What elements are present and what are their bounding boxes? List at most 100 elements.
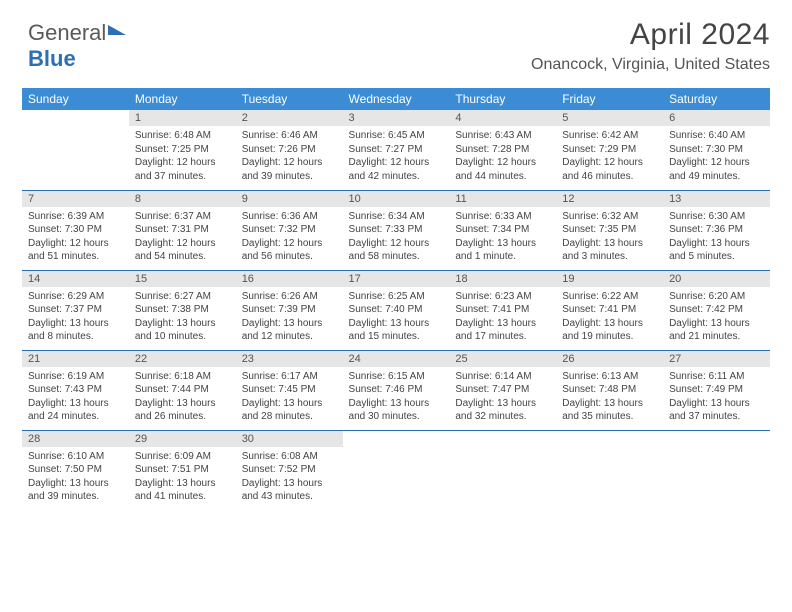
day-sunrise: Sunrise: 6:32 AM <box>562 210 657 224</box>
day-number: 8 <box>129 191 236 207</box>
day-day1: Daylight: 13 hours <box>455 237 550 251</box>
day-day2: and 37 minutes. <box>669 410 764 424</box>
day-number: 12 <box>556 191 663 207</box>
day-day1: Daylight: 12 hours <box>349 237 444 251</box>
day-day1: Daylight: 13 hours <box>135 477 230 491</box>
day-day2: and 49 minutes. <box>669 170 764 184</box>
day-sunrise: Sunrise: 6:34 AM <box>349 210 444 224</box>
weekday-header: Saturday <box>663 88 770 110</box>
calendar-week-row: 14Sunrise: 6:29 AMSunset: 7:37 PMDayligh… <box>22 270 770 350</box>
day-number: 4 <box>449 110 556 126</box>
day-number: 1 <box>129 110 236 126</box>
day-day2: and 19 minutes. <box>562 330 657 344</box>
day-number: 7 <box>22 191 129 207</box>
day-day2: and 12 minutes. <box>242 330 337 344</box>
day-number: 20 <box>663 271 770 287</box>
day-day1: Daylight: 12 hours <box>135 237 230 251</box>
calendar-week-row: 7Sunrise: 6:39 AMSunset: 7:30 PMDaylight… <box>22 190 770 270</box>
day-sunrise: Sunrise: 6:15 AM <box>349 370 444 384</box>
day-day2: and 5 minutes. <box>669 250 764 264</box>
day-sunrise: Sunrise: 6:46 AM <box>242 129 337 143</box>
day-sunrise: Sunrise: 6:17 AM <box>242 370 337 384</box>
day-sunset: Sunset: 7:30 PM <box>669 143 764 157</box>
day-day1: Daylight: 12 hours <box>455 156 550 170</box>
day-day1: Daylight: 13 hours <box>28 477 123 491</box>
day-sunrise: Sunrise: 6:14 AM <box>455 370 550 384</box>
day-sunset: Sunset: 7:29 PM <box>562 143 657 157</box>
day-number: 6 <box>663 110 770 126</box>
day-day2: and 8 minutes. <box>28 330 123 344</box>
day-day1: Daylight: 13 hours <box>242 317 337 331</box>
calendar-day-cell: 21Sunrise: 6:19 AMSunset: 7:43 PMDayligh… <box>22 350 129 430</box>
day-number: 17 <box>343 271 450 287</box>
day-number: 13 <box>663 191 770 207</box>
calendar-day-cell: 7Sunrise: 6:39 AMSunset: 7:30 PMDaylight… <box>22 190 129 270</box>
day-day1: Daylight: 12 hours <box>135 156 230 170</box>
calendar-day-cell: 8Sunrise: 6:37 AMSunset: 7:31 PMDaylight… <box>129 190 236 270</box>
day-sunset: Sunset: 7:26 PM <box>242 143 337 157</box>
day-sunrise: Sunrise: 6:18 AM <box>135 370 230 384</box>
day-day1: Daylight: 13 hours <box>455 397 550 411</box>
calendar-day-cell: 14Sunrise: 6:29 AMSunset: 7:37 PMDayligh… <box>22 270 129 350</box>
calendar-day-cell: 19Sunrise: 6:22 AMSunset: 7:41 PMDayligh… <box>556 270 663 350</box>
calendar-week-row: 28Sunrise: 6:10 AMSunset: 7:50 PMDayligh… <box>22 430 770 510</box>
day-sunrise: Sunrise: 6:20 AM <box>669 290 764 304</box>
logo-triangle-icon <box>108 25 126 35</box>
day-sunrise: Sunrise: 6:39 AM <box>28 210 123 224</box>
calendar-day-cell: 12Sunrise: 6:32 AMSunset: 7:35 PMDayligh… <box>556 190 663 270</box>
day-day2: and 17 minutes. <box>455 330 550 344</box>
day-sunrise: Sunrise: 6:36 AM <box>242 210 337 224</box>
day-day1: Daylight: 13 hours <box>562 397 657 411</box>
day-sunset: Sunset: 7:34 PM <box>455 223 550 237</box>
calendar-day-cell: 24Sunrise: 6:15 AMSunset: 7:46 PMDayligh… <box>343 350 450 430</box>
day-day1: Daylight: 12 hours <box>562 156 657 170</box>
day-sunset: Sunset: 7:51 PM <box>135 463 230 477</box>
day-day2: and 58 minutes. <box>349 250 444 264</box>
calendar-day-cell: 26Sunrise: 6:13 AMSunset: 7:48 PMDayligh… <box>556 350 663 430</box>
calendar-day-cell <box>449 430 556 510</box>
day-day1: Daylight: 13 hours <box>562 317 657 331</box>
day-sunrise: Sunrise: 6:30 AM <box>669 210 764 224</box>
calendar-day-cell <box>22 110 129 190</box>
day-sunset: Sunset: 7:43 PM <box>28 383 123 397</box>
day-sunset: Sunset: 7:36 PM <box>669 223 764 237</box>
day-number: 18 <box>449 271 556 287</box>
day-day2: and 39 minutes. <box>242 170 337 184</box>
day-sunrise: Sunrise: 6:33 AM <box>455 210 550 224</box>
day-sunset: Sunset: 7:44 PM <box>135 383 230 397</box>
calendar-week-row: 1Sunrise: 6:48 AMSunset: 7:25 PMDaylight… <box>22 110 770 190</box>
day-number: 26 <box>556 351 663 367</box>
calendar-day-cell: 17Sunrise: 6:25 AMSunset: 7:40 PMDayligh… <box>343 270 450 350</box>
day-number: 3 <box>343 110 450 126</box>
day-day2: and 41 minutes. <box>135 490 230 504</box>
day-day1: Daylight: 12 hours <box>242 237 337 251</box>
calendar-day-cell: 13 Sunrise: 6:30 AMSunset: 7:36 PMDayligh… <box>663 190 770 270</box>
day-sunrise: Sunrise: 6:29 AM <box>28 290 123 304</box>
day-sunset: Sunset: 7:28 PM <box>455 143 550 157</box>
weekday-header: Friday <box>556 88 663 110</box>
day-sunrise: Sunrise: 6:23 AM <box>455 290 550 304</box>
calendar-day-cell: 18Sunrise: 6:23 AMSunset: 7:41 PMDayligh… <box>449 270 556 350</box>
day-day1: Daylight: 13 hours <box>669 237 764 251</box>
day-sunset: Sunset: 7:37 PM <box>28 303 123 317</box>
calendar-day-cell: 5Sunrise: 6:42 AMSunset: 7:29 PMDaylight… <box>556 110 663 190</box>
calendar-day-cell: 22Sunrise: 6:18 AMSunset: 7:44 PMDayligh… <box>129 350 236 430</box>
day-day1: Daylight: 13 hours <box>28 317 123 331</box>
day-day2: and 37 minutes. <box>135 170 230 184</box>
weekday-header: Monday <box>129 88 236 110</box>
day-sunset: Sunset: 7:45 PM <box>242 383 337 397</box>
day-sunset: Sunset: 7:49 PM <box>669 383 764 397</box>
day-sunrise: Sunrise: 6:48 AM <box>135 129 230 143</box>
day-number: 29 <box>129 431 236 447</box>
calendar-day-cell: 20Sunrise: 6:20 AMSunset: 7:42 PMDayligh… <box>663 270 770 350</box>
day-number <box>663 431 770 447</box>
location-subtitle: Onancock, Virginia, United States <box>22 56 770 74</box>
day-number: 30 <box>236 431 343 447</box>
day-day2: and 28 minutes. <box>242 410 337 424</box>
calendar-day-cell: 3Sunrise: 6:45 AMSunset: 7:27 PMDaylight… <box>343 110 450 190</box>
day-sunrise: Sunrise: 6:13 AM <box>562 370 657 384</box>
calendar-day-cell: 23Sunrise: 6:17 AMSunset: 7:45 PMDayligh… <box>236 350 343 430</box>
day-day2: and 32 minutes. <box>455 410 550 424</box>
day-number <box>343 431 450 447</box>
day-day2: and 1 minute. <box>455 250 550 264</box>
